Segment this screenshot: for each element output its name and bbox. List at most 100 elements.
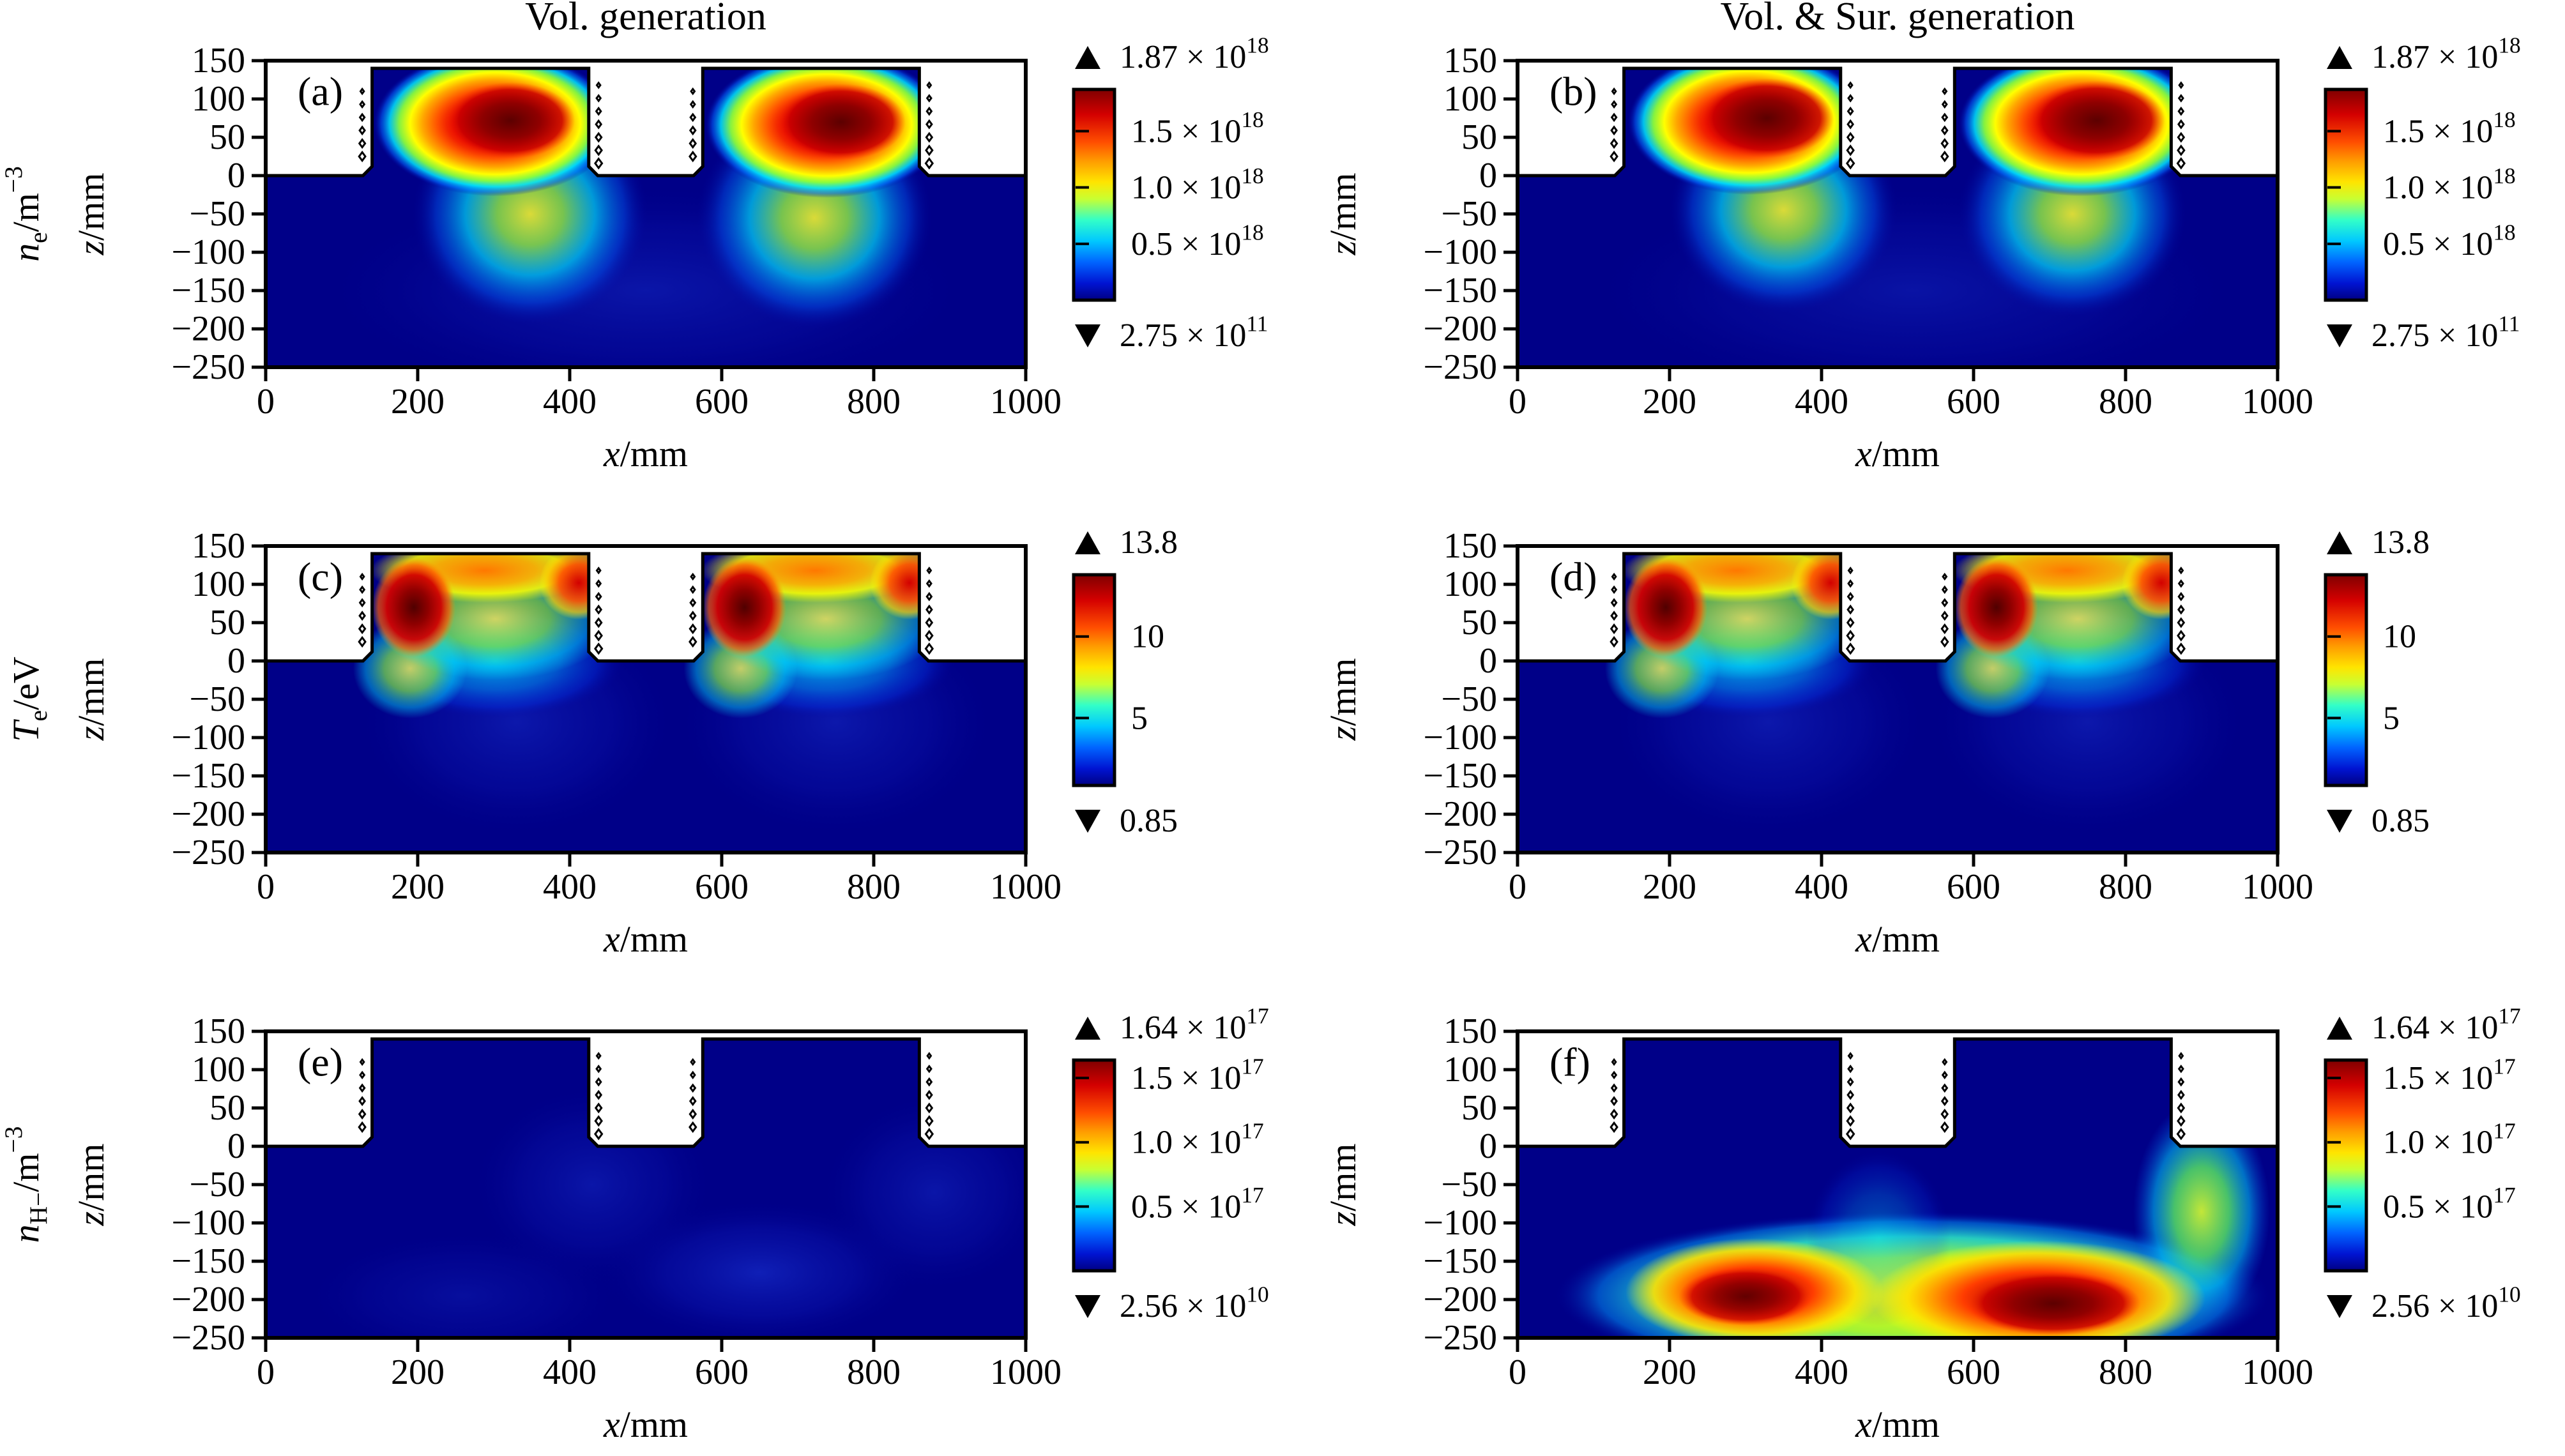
coil-winding-marker-icon: [925, 94, 932, 103]
coil-winding-marker-icon: [2177, 119, 2185, 130]
coil-winding-marker-icon: [595, 604, 603, 615]
coil-winding-marker-icon: [1611, 1058, 1617, 1066]
heat-blob: [372, 557, 456, 657]
column-title: Vol. & Sur. generation: [1720, 0, 2074, 38]
coil-winding-marker-icon: [595, 1065, 602, 1073]
x-tick-label: 400: [543, 382, 597, 421]
x-tick-label: 600: [1947, 382, 2000, 421]
coil-winding-marker-icon: [359, 100, 366, 109]
coil-winding-marker-icon: [1610, 1121, 1618, 1134]
coil-winding-marker-icon: [925, 1065, 932, 1073]
x-tick-label: 200: [1643, 867, 1696, 907]
coil-winding-marker-icon: [2177, 617, 2186, 628]
colorbar-tick-label: 10: [1131, 619, 1164, 655]
z-tick-label: 50: [209, 603, 245, 642]
panel-letter: (b): [1549, 69, 1597, 114]
coil-winding-marker-icon: [2178, 81, 2184, 89]
colorbar-max-label: 13.8: [1120, 524, 1178, 561]
panel-d-te-vol-sur: (d) 0 200 400 600 800 1000 150 100 50 0 −50 −100 −150…: [1313, 485, 2565, 971]
coil-winding-marker-icon: [1846, 1115, 1855, 1127]
column-title: Vol. generation: [525, 0, 766, 38]
heat-blob: [1966, 1271, 2141, 1336]
row-quantity-figure: ne/m−3: [0, 166, 52, 262]
coil-winding-marker-icon: [595, 579, 602, 588]
z-tick-label: 100: [192, 79, 245, 119]
coil-winding-marker-icon: [1610, 610, 1618, 621]
z-tick-label: 100: [1443, 565, 1497, 604]
coil-winding-marker-icon: [358, 138, 367, 149]
coil-winding-marker-icon: [689, 100, 696, 109]
coil-winding-marker-icon: [595, 1089, 603, 1100]
z-tick-label: 50: [1461, 118, 1497, 157]
x-tick-label: 800: [847, 867, 901, 907]
coil-winding-marker-icon: [689, 138, 697, 149]
z-tick-label: −250: [171, 833, 245, 872]
heatmap-figure-b: Vol. & Sur. generation (b) 0 200 400 600 800 10…: [1322, 0, 2521, 474]
x-tick-label: 800: [2099, 1353, 2152, 1392]
heatmap-figure-d: (d)0 200 400 600 800 1000150100500−50−100−150…: [1322, 524, 2430, 960]
colorbar-tick-label: 0.5 × 1018: [1131, 219, 1264, 262]
coil-winding-marker-icon: [594, 642, 604, 655]
z-tick-label: 150: [192, 1012, 245, 1051]
coil-winding-marker-icon: [1941, 100, 1948, 109]
coil-winding-marker-icon: [2176, 642, 2186, 655]
colorbar: 1.87 × 1018 1.5 × 1018 1.0 × 1018 0.5 × 101…: [1072, 33, 1269, 354]
coil-winding-marker-icon: [2177, 144, 2186, 156]
colorbar: 13.8 10 5 0.85: [2324, 524, 2430, 839]
coil-winding-marker-icon: [690, 1058, 696, 1066]
x-tick-label: 200: [391, 1353, 445, 1392]
panel-letter: (d): [1549, 554, 1597, 600]
z-tick-label: 100: [1443, 1050, 1497, 1089]
coil-winding-marker-icon: [1846, 1077, 1854, 1087]
x-tick-label: 0: [257, 867, 275, 907]
coil-winding-marker-icon: [1610, 1083, 1618, 1093]
coil-winding-marker-icon: [690, 87, 696, 96]
coil-winding-marker-icon: [925, 1102, 934, 1114]
x-tick-label: 0: [257, 1353, 275, 1392]
colorbar-tick-label: 1.5 × 1017: [1131, 1054, 1264, 1096]
coil-winding-marker-icon: [926, 1052, 932, 1060]
coil-winding-marker-icon: [925, 1077, 933, 1087]
coil-winding-marker-icon: [1610, 125, 1618, 136]
coil-winding-marker-icon: [1846, 1102, 1855, 1114]
z-tick-label: 150: [1443, 41, 1497, 80]
colorbar-above-max-arrow-icon: [1075, 531, 1100, 554]
coil-winding-marker-icon: [1940, 610, 1949, 621]
colorbar-above-max-arrow-icon: [2327, 1017, 2352, 1040]
coil-winding-marker-icon: [1610, 138, 1618, 149]
z-tick-label: −200: [1423, 309, 1497, 349]
coil-winding-marker-icon: [358, 610, 366, 621]
coil-winding-marker-icon: [2178, 1052, 2184, 1060]
colorbar: 13.8 10 5 0.85: [1072, 524, 1178, 839]
colorbar-tick-label: 10: [2383, 619, 2416, 655]
coil-winding-marker-icon: [925, 106, 933, 116]
coil-winding-marker-icon: [689, 125, 697, 136]
colorbar-above-max-arrow-icon: [1075, 1017, 1100, 1040]
heatmap-field: [319, 68, 973, 367]
z-tick-label: 100: [192, 1050, 245, 1089]
z-tick-label: −150: [171, 1241, 245, 1281]
x-tick-label: 0: [1509, 382, 1526, 421]
coil-winding-marker-icon: [689, 1121, 697, 1134]
x-tick-label: 400: [1795, 867, 1848, 907]
row-label-electron-temperature: Te/eV: [0, 485, 61, 971]
coil-winding-marker-icon: [1846, 106, 1854, 116]
z-tick-label: 0: [1479, 641, 1497, 681]
heat-blob: [820, 1093, 1026, 1292]
coil-winding-marker-icon: [1940, 635, 1949, 648]
z-axis-label: z/mm: [70, 658, 112, 741]
colorbar-gradient: [1072, 573, 1116, 787]
coil-winding-marker-icon: [358, 598, 366, 608]
coil-winding-marker-icon: [2176, 1128, 2186, 1141]
z-tick-label: −50: [1441, 1165, 1497, 1204]
coil-winding-marker-icon: [689, 610, 697, 621]
z-axis-label: z/mm: [1322, 658, 1364, 741]
x-axis-label: x/mm: [1855, 433, 1940, 474]
panel-f-nh-vol-sur: (f) 0 200 400 600 800 1000 150 100 50 0 −50 −100 −150…: [1313, 971, 2565, 1456]
colorbar-below-min-arrow-icon: [2327, 324, 2352, 347]
colorbar-below-min-arrow-icon: [1075, 1295, 1100, 1318]
x-tick-label: 800: [847, 382, 901, 421]
coil-winding-marker-icon: [358, 150, 367, 163]
heatmap-figure-f: (f)0 200 400 600 800 1000150100500−50−100−150…: [1322, 1003, 2521, 1445]
x-tick-label: 400: [1795, 1353, 1848, 1392]
